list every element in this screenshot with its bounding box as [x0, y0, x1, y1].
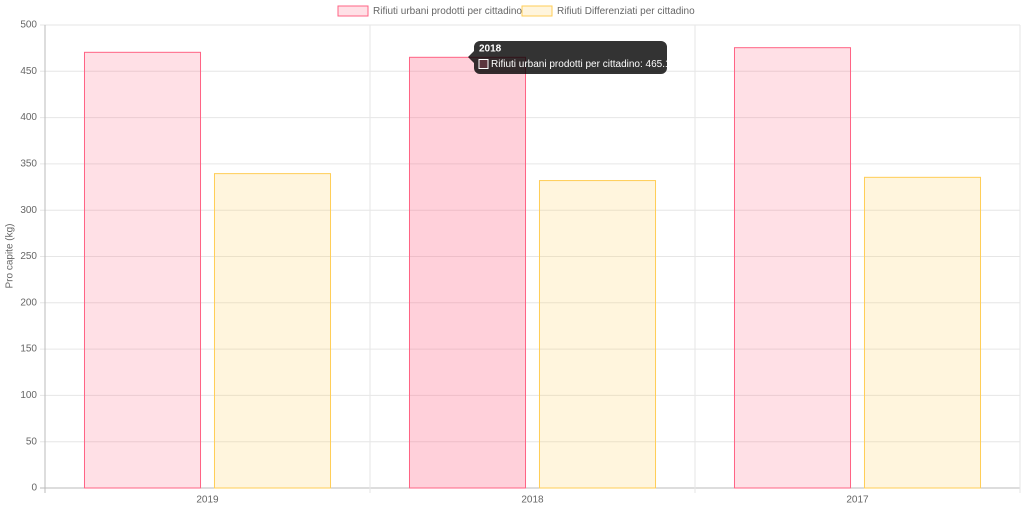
x-tick-label: 2017: [846, 495, 869, 506]
bar: [733, 47, 852, 489]
y-tick-label: 500: [20, 20, 37, 31]
y-tick-label: 250: [20, 251, 37, 262]
y-tick-label: 0: [31, 483, 37, 494]
tooltip-series: Rifiuti urbani prodotti per cittadino: [491, 59, 640, 70]
y-tick-label: 400: [20, 112, 37, 123]
legend-label: Rifiuti Differenziati per cittadino: [557, 6, 695, 17]
bar: [863, 176, 982, 489]
bar: [408, 56, 527, 489]
legend-swatch: [521, 5, 553, 17]
x-tick-label: 2018: [521, 495, 544, 506]
y-tick-label: 150: [20, 344, 37, 355]
legend-swatch: [337, 5, 369, 17]
tooltip: 2018 Rifiuti urbani prodotti per cittadi…: [468, 41, 677, 74]
x-tick-label: 2019: [196, 495, 219, 506]
legend: Rifiuti urbani prodotti per cittadino Ri…: [337, 5, 695, 17]
tooltip-label: Rifiuti urbani prodotti per cittadino: 4…: [491, 59, 677, 70]
tooltip-title: 2018: [479, 44, 502, 55]
tooltip-value: 465.12: [646, 59, 677, 70]
bar: [83, 51, 202, 489]
y-tick-label: 300: [20, 205, 37, 216]
tooltip-sep: :: [640, 59, 646, 70]
bar: [538, 180, 657, 489]
y-tick-label: 100: [20, 390, 37, 401]
bar: [213, 173, 332, 489]
tooltip-swatch: [478, 59, 489, 69]
y-axis-label: Pro capite (kg): [5, 223, 16, 288]
tooltip-box: [468, 41, 667, 74]
y-tick-label: 50: [26, 436, 38, 447]
y-tick-label: 350: [20, 159, 37, 170]
legend-label: Rifiuti urbani prodotti per cittadino: [373, 6, 522, 17]
y-tick-label: 450: [20, 66, 37, 77]
y-tick-label: 200: [20, 297, 37, 308]
